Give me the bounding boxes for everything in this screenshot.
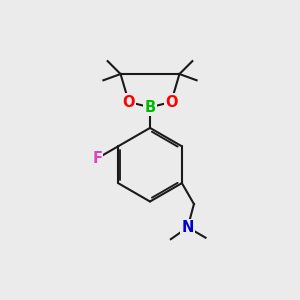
Text: O: O <box>165 94 178 110</box>
Text: B: B <box>144 100 156 115</box>
Text: F: F <box>92 151 102 166</box>
Text: N: N <box>182 220 194 235</box>
Text: O: O <box>123 94 135 110</box>
